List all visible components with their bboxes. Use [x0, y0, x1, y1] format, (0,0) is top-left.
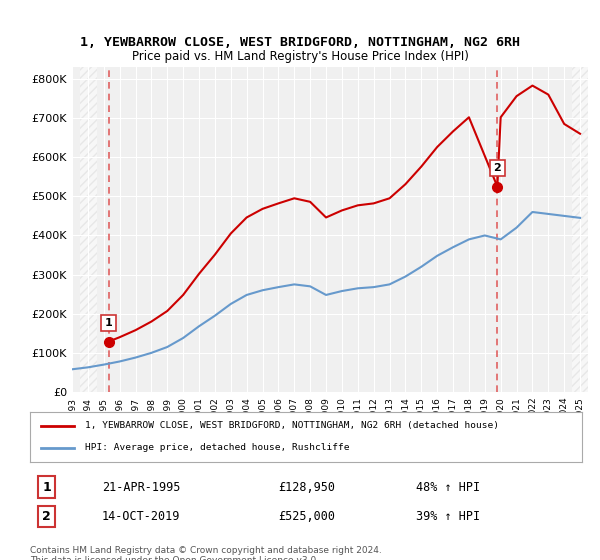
- Text: 2: 2: [493, 163, 501, 173]
- Text: 1, YEWBARROW CLOSE, WEST BRIDGFORD, NOTTINGHAM, NG2 6RH (detached house): 1, YEWBARROW CLOSE, WEST BRIDGFORD, NOTT…: [85, 421, 499, 430]
- Text: 2: 2: [42, 510, 51, 523]
- Text: 1: 1: [42, 480, 51, 494]
- Text: Contains HM Land Registry data © Crown copyright and database right 2024.
This d: Contains HM Land Registry data © Crown c…: [30, 546, 382, 560]
- Text: 21-APR-1995: 21-APR-1995: [102, 480, 180, 494]
- Text: £525,000: £525,000: [278, 510, 335, 523]
- Text: 14-OCT-2019: 14-OCT-2019: [102, 510, 180, 523]
- Text: Price paid vs. HM Land Registry's House Price Index (HPI): Price paid vs. HM Land Registry's House …: [131, 50, 469, 63]
- Text: 1, YEWBARROW CLOSE, WEST BRIDGFORD, NOTTINGHAM, NG2 6RH: 1, YEWBARROW CLOSE, WEST BRIDGFORD, NOTT…: [80, 36, 520, 49]
- Bar: [572, 67, 588, 392]
- Text: 48% ↑ HPI: 48% ↑ HPI: [416, 480, 481, 494]
- Text: 39% ↑ HPI: 39% ↑ HPI: [416, 510, 481, 523]
- Text: 1: 1: [105, 318, 113, 328]
- Bar: [80, 67, 97, 392]
- Text: HPI: Average price, detached house, Rushcliffe: HPI: Average price, detached house, Rush…: [85, 444, 350, 452]
- Text: £128,950: £128,950: [278, 480, 335, 494]
